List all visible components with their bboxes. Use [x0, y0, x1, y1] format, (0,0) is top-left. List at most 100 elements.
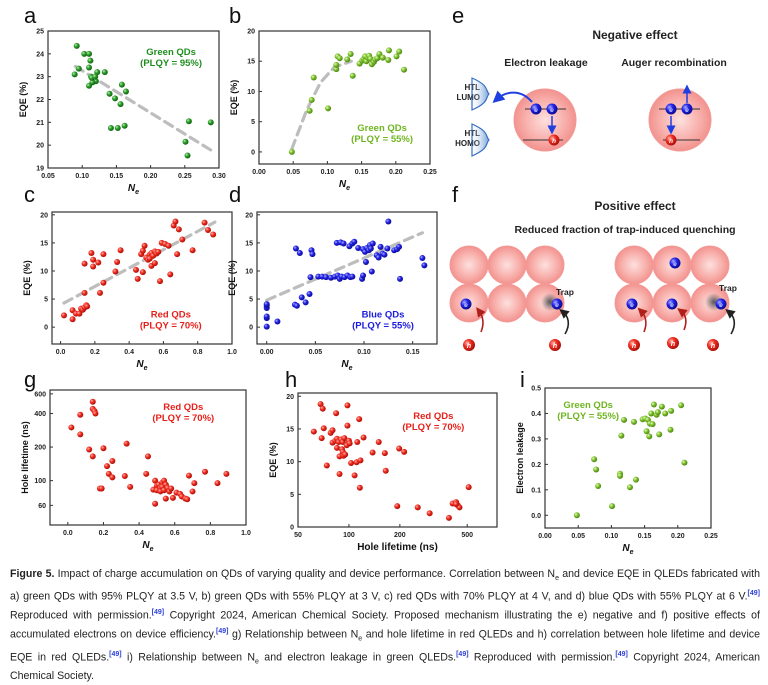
- citation-link[interactable]: [49]: [109, 650, 122, 658]
- y-tick-label: 15: [247, 59, 255, 66]
- data-point: [81, 50, 88, 57]
- data-point: [77, 431, 84, 438]
- x-tick-label: 1.0: [241, 530, 251, 537]
- quantum-dot-icon: [487, 245, 527, 285]
- diagram-f-title: Positive effect: [594, 199, 676, 213]
- data-point: [320, 425, 327, 432]
- hole-sphere: [667, 337, 679, 349]
- caption-text: Reproduced with permission.: [10, 609, 152, 622]
- data-point: [668, 407, 675, 414]
- fit-line: [290, 59, 353, 151]
- citation-link[interactable]: [49]: [747, 590, 760, 598]
- data-point: [401, 66, 408, 73]
- data-point: [87, 57, 94, 64]
- data-point: [658, 403, 665, 410]
- y-tick-label: 15: [245, 240, 253, 247]
- electron-sphere: [551, 298, 563, 310]
- data-point: [109, 474, 116, 481]
- data-point: [89, 453, 96, 460]
- series-annotation: (PLQY = 70%): [402, 422, 464, 433]
- citation-link[interactable]: [49]: [615, 650, 628, 658]
- data-point: [288, 148, 295, 155]
- y-tick-label: 600: [34, 391, 46, 398]
- data-point: [152, 477, 159, 484]
- y-tick-label: 25: [36, 29, 44, 36]
- panel-label-a: a: [24, 3, 37, 28]
- data-point: [263, 313, 270, 320]
- data-point: [61, 312, 67, 319]
- hole-icon: h: [707, 339, 719, 351]
- data-point: [325, 105, 332, 112]
- data-point: [307, 274, 314, 281]
- data-point: [394, 503, 401, 510]
- x-axis-label: Ne: [128, 183, 139, 196]
- data-point: [354, 439, 361, 446]
- citation-link[interactable]: [49]: [215, 627, 229, 635]
- x-tick-label: 0.2: [90, 349, 100, 356]
- data-point: [310, 428, 317, 435]
- data-point: [89, 398, 96, 405]
- x-tick-label: 0.00: [538, 533, 552, 540]
- x-tick-label: 0.0: [56, 349, 66, 356]
- hole-icon: h: [548, 134, 560, 146]
- data-point: [367, 245, 374, 252]
- x-tick-label: 0.05: [41, 173, 55, 180]
- data-point: [296, 250, 303, 257]
- data-point: [593, 466, 600, 473]
- data-point: [643, 428, 650, 435]
- hole-sphere: [707, 339, 719, 351]
- data-point: [189, 247, 196, 254]
- data-point: [347, 50, 354, 57]
- electron-symbol: e: [685, 107, 689, 114]
- caption-text: Impact of charge accumulation on QDs of …: [54, 568, 556, 580]
- quantum-dot-icon: [449, 245, 489, 285]
- data-point: [73, 42, 80, 49]
- y-tick-label: 5: [44, 297, 48, 304]
- data-point: [86, 64, 93, 71]
- y-tick-label: 0.0: [531, 513, 541, 520]
- panel-label-b: b: [229, 3, 242, 28]
- data-point: [591, 456, 598, 463]
- hole-icon: h: [463, 339, 475, 351]
- data-point: [76, 310, 83, 317]
- plot-frame: [544, 387, 712, 529]
- electron-symbol: e: [669, 107, 673, 114]
- x-tick-label: 1.0: [227, 349, 237, 356]
- data-point: [274, 318, 281, 325]
- hole-transfer-arrow-icon: [476, 307, 486, 333]
- data-point: [293, 302, 300, 309]
- y-tick-label: 19: [36, 166, 44, 173]
- data-point: [333, 66, 340, 73]
- electron-icon: e: [666, 298, 678, 310]
- y-tick-label: 20: [40, 212, 48, 219]
- caption-text: i) Relationship between N: [121, 651, 256, 664]
- caption-label: Figure 5.: [10, 568, 55, 580]
- data-point: [169, 494, 176, 501]
- x-tick-label: 0.4: [134, 530, 144, 537]
- citation-link[interactable]: [49]: [151, 609, 165, 617]
- data-point: [75, 65, 82, 72]
- y-tick-label: 10: [40, 268, 48, 275]
- data-point: [121, 473, 128, 480]
- series-annotation: (PLQY = 55%): [351, 134, 413, 145]
- data-point: [95, 259, 102, 266]
- chart-a: 0.05 0.10 0.15 0.20 0.25 0.30 19 20 21 22 23 24 25 Ne…: [18, 29, 226, 197]
- data-point: [145, 453, 151, 460]
- data-point: [118, 81, 125, 88]
- data-point: [355, 244, 362, 251]
- plot-frame: [49, 389, 247, 526]
- data-point: [69, 316, 76, 323]
- caption-text: Reproduced with permission.: [468, 651, 616, 664]
- data-point: [681, 459, 688, 466]
- data-point: [202, 468, 209, 475]
- x-tick-label: 0.05: [309, 349, 323, 356]
- data-point: [81, 289, 88, 296]
- data-point: [357, 457, 364, 464]
- data-point: [333, 61, 340, 68]
- y-tick-label: 23: [36, 74, 44, 81]
- data-point: [340, 240, 347, 247]
- citation-link[interactable]: [49]: [456, 650, 469, 658]
- data-point: [351, 238, 358, 245]
- data-point: [401, 448, 408, 455]
- data-point: [317, 401, 324, 408]
